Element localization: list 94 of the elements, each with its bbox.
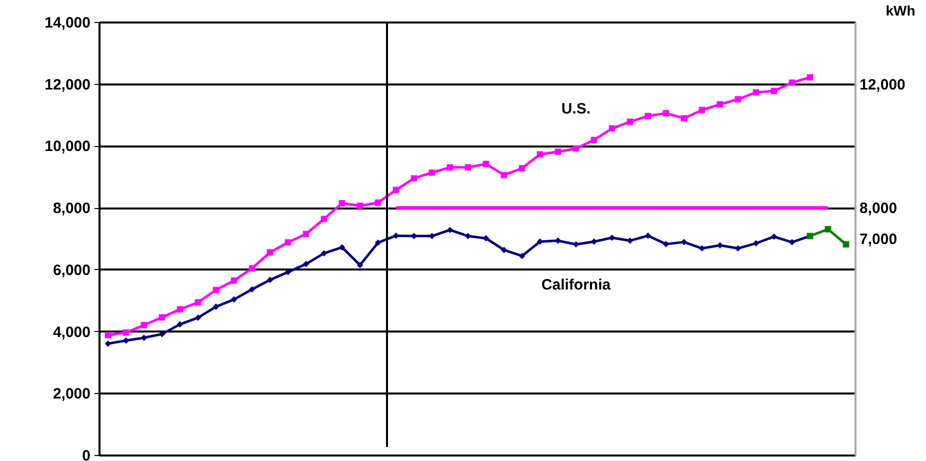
point (104, 332, 112, 338)
point (590, 136, 598, 144)
point (176, 306, 184, 312)
point (482, 160, 490, 168)
point (302, 230, 310, 238)
point (554, 148, 562, 155)
point (788, 239, 796, 246)
point (338, 200, 346, 206)
point (590, 238, 598, 245)
point (518, 252, 526, 260)
y2-axis-title: kWh (886, 2, 916, 18)
point (518, 165, 526, 172)
y-tick-label: 8,000 (52, 200, 90, 218)
point (482, 235, 490, 242)
y-tick-label: 12,000 (44, 76, 90, 94)
series-label: U.S. (561, 100, 591, 118)
point (320, 250, 328, 257)
point (698, 245, 706, 252)
point (140, 322, 148, 328)
point (770, 233, 778, 240)
point (266, 249, 274, 256)
point (662, 240, 670, 248)
point (176, 321, 184, 328)
point (392, 186, 400, 194)
point (644, 112, 652, 120)
point (374, 240, 382, 246)
point (320, 216, 328, 222)
point (446, 226, 454, 234)
point (266, 276, 274, 284)
point (536, 238, 544, 245)
point (284, 239, 292, 246)
point (284, 268, 292, 276)
point (392, 232, 400, 239)
point (734, 245, 742, 252)
y-tick-label: 6,000 (52, 262, 90, 279)
point (734, 96, 742, 102)
point (410, 232, 418, 240)
y-tick-label: 14,000 (44, 14, 90, 32)
point (338, 244, 346, 250)
point (212, 286, 220, 294)
point (356, 262, 364, 268)
point (104, 340, 112, 347)
point (536, 151, 544, 158)
point (752, 89, 760, 96)
point (374, 199, 382, 206)
point (446, 164, 454, 171)
point (824, 226, 832, 232)
point (356, 202, 364, 209)
point (248, 265, 256, 272)
point (230, 296, 238, 303)
point (608, 125, 616, 132)
point (716, 101, 724, 108)
point (428, 169, 436, 176)
point (158, 314, 166, 321)
point (680, 115, 688, 122)
point (500, 172, 508, 178)
point (770, 88, 778, 94)
y2-tick-label: 7,000 (860, 231, 898, 248)
point (608, 234, 616, 241)
point (194, 299, 202, 306)
point (716, 242, 724, 248)
point (464, 232, 472, 240)
point (806, 74, 814, 81)
point (626, 238, 634, 244)
point (662, 110, 670, 116)
point (410, 175, 418, 182)
point (752, 240, 760, 246)
y-tick-label: 4,000 (52, 324, 90, 341)
point (302, 260, 310, 268)
point (428, 232, 436, 240)
point (572, 145, 580, 152)
point (122, 329, 130, 336)
point (158, 330, 166, 338)
point (248, 286, 256, 293)
point (644, 232, 652, 239)
point (194, 314, 202, 321)
point (626, 118, 634, 125)
point (500, 246, 508, 254)
y-tick-label: 0 (82, 448, 90, 461)
y2-tick-label: 12,000 (860, 76, 906, 94)
series-label: California (541, 276, 612, 294)
point (464, 164, 472, 171)
point (842, 241, 850, 248)
point (680, 238, 688, 246)
point (122, 337, 130, 344)
point (698, 106, 706, 114)
point (212, 304, 220, 310)
point (572, 241, 580, 248)
point (230, 277, 238, 284)
y-tick-label: 10,000 (44, 138, 90, 156)
y2-tick-label: 8,000 (860, 200, 898, 218)
y-tick-label: 2,000 (52, 386, 90, 403)
point (140, 334, 148, 341)
point (788, 79, 796, 86)
